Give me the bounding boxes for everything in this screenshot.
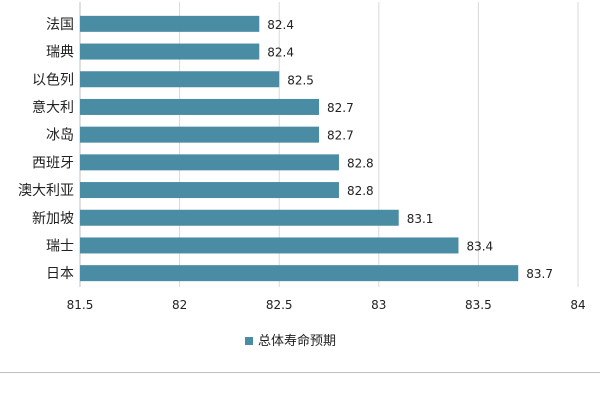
bars-group: [80, 15, 519, 282]
data-label: 82.4: [267, 18, 294, 32]
bar: [80, 237, 459, 254]
data-label: 82.5: [287, 73, 314, 87]
x-tick-label: 81.5: [67, 298, 94, 312]
category-label: 法国: [46, 17, 74, 33]
data-label: 82.8: [347, 184, 374, 198]
data-label: 82.7: [327, 101, 354, 115]
category-label: 西班牙: [32, 155, 74, 171]
bottom-border: [0, 372, 600, 373]
bar: [80, 209, 399, 226]
data-label: 82.8: [347, 156, 374, 170]
category-label: 瑞士: [46, 238, 74, 254]
legend-label: 总体寿命预期: [258, 333, 336, 349]
x-tick-label: 82.5: [266, 298, 293, 312]
bar: [80, 182, 339, 199]
x-tick-label: 84: [570, 298, 585, 312]
bar: [80, 154, 339, 171]
bar: [80, 126, 320, 143]
category-label: 瑞典: [46, 45, 74, 61]
category-label: 澳大利亚: [18, 183, 74, 199]
x-tick-labels-group: 81.5 82 82.5 83 83.5 84: [67, 298, 586, 312]
data-label: 83.7: [526, 267, 553, 281]
legend: 总体寿命预期: [245, 333, 336, 349]
data-labels-group: 82.4 82.4 82.5 82.7 82.7 82.8 82.8 83.1 83.4 83.7: [267, 18, 553, 281]
bar: [80, 98, 320, 115]
bar: [80, 43, 260, 60]
category-label: 新加坡: [32, 211, 74, 227]
data-label: 83.1: [407, 212, 434, 226]
category-label: 冰岛: [46, 128, 74, 144]
data-label: 82.7: [327, 129, 354, 143]
bar: [80, 15, 260, 32]
legend-swatch: [245, 337, 253, 345]
data-label: 82.4: [267, 46, 294, 60]
x-tick-label: 82: [172, 298, 187, 312]
x-tick-label: 83.5: [465, 298, 492, 312]
data-label: 83.4: [466, 239, 493, 253]
category-label: 以色列: [32, 71, 74, 88]
category-label: 日本: [46, 266, 74, 282]
bar: [80, 265, 519, 282]
bar: [80, 71, 280, 88]
category-label: 意大利: [32, 99, 74, 116]
x-tick-label: 83: [371, 298, 386, 312]
